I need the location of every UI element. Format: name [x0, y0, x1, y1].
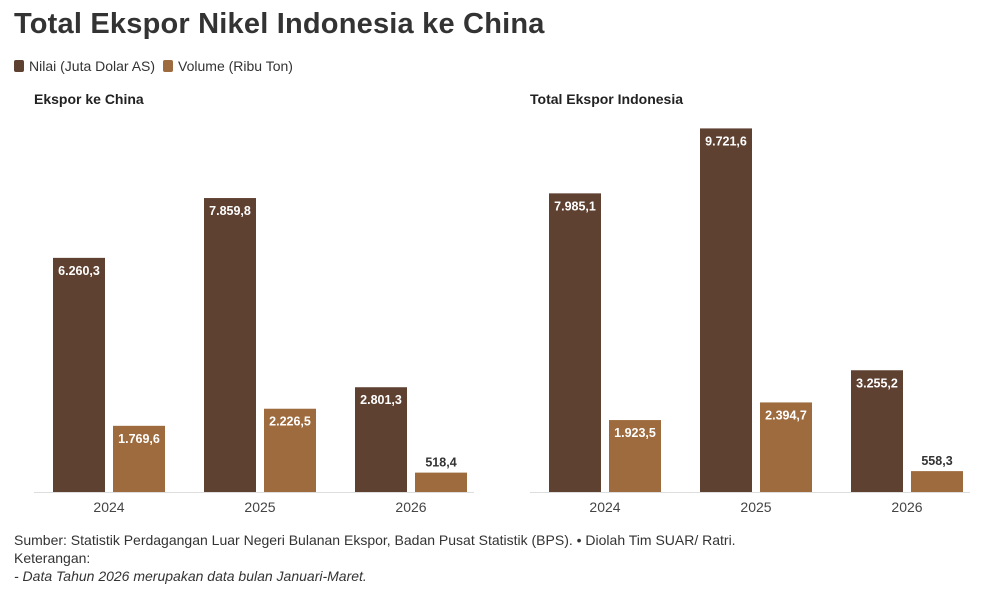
- x-tick-label-2024: 2024: [589, 499, 620, 515]
- legend-swatch-volume: [163, 60, 174, 72]
- data-label-volume-2025: 2.394,7: [765, 408, 807, 422]
- bar-nilai-2024[interactable]: [549, 193, 601, 493]
- legend-label-nilai: Nilai (Juta Dolar AS): [29, 58, 156, 74]
- data-label-volume-2026: 518,4: [425, 456, 456, 470]
- footer: Sumber: Statistik Perdagangan Luar Neger…: [14, 531, 736, 585]
- legend-item-volume[interactable]: Volume (Ribu Ton): [163, 58, 293, 74]
- data-label-volume-2025: 2.226,5: [269, 415, 311, 429]
- bar-volume-2025[interactable]: [760, 402, 812, 492]
- x-tick-label-2026: 2026: [891, 499, 922, 515]
- x-tick-label-2026: 2026: [395, 499, 426, 515]
- data-label-nilai-2025: 7.859,8: [209, 204, 251, 218]
- bar-nilai-2026[interactable]: [851, 370, 903, 492]
- data-label-volume-2026: 558,3: [921, 454, 952, 468]
- bar-nilai-2024[interactable]: [53, 257, 105, 492]
- bar-volume-2026[interactable]: [415, 472, 467, 492]
- x-tick-label-2025: 2025: [244, 499, 275, 515]
- bar-nilai-2026[interactable]: [355, 387, 407, 492]
- legend-label-volume: Volume (Ribu Ton): [178, 58, 293, 74]
- bar-nilai-2025[interactable]: [700, 128, 752, 492]
- bar-volume-2024[interactable]: [113, 425, 165, 492]
- bar-nilai-2025[interactable]: [204, 198, 256, 492]
- footnote-text: - Data Tahun 2026 merupakan data bulan J…: [14, 568, 367, 584]
- panel-title-china: Ekspor ke China: [34, 91, 144, 107]
- legend: Nilai (Juta Dolar AS) Volume (Ribu Ton): [14, 58, 301, 74]
- keterangan-label: Keterangan:: [14, 550, 91, 566]
- data-label-nilai-2026: 2.801,3: [360, 393, 402, 407]
- chart-title: Total Ekspor Nikel Indonesia ke China: [14, 8, 545, 40]
- data-label-nilai-2024: 7.985,1: [554, 199, 596, 213]
- data-label-volume-2024: 1.923,5: [614, 426, 656, 440]
- x-tick-label-2025: 2025: [740, 499, 771, 515]
- charts-canvas: 6.260,3 1.769,6 2024 7.859,8 2.226,5 2025 2.80…: [34, 128, 970, 515]
- data-label-volume-2024: 1.769,6: [118, 432, 160, 446]
- source-text: Sumber: Statistik Perdagangan Luar Neger…: [14, 532, 736, 548]
- data-label-nilai-2026: 3.255,2: [856, 376, 898, 390]
- legend-swatch-nilai: [14, 60, 24, 72]
- data-label-nilai-2025: 9.721,6: [705, 134, 747, 148]
- x-tick-label-2024: 2024: [93, 499, 124, 515]
- legend-item-nilai[interactable]: Nilai (Juta Dolar AS): [14, 58, 155, 74]
- bar-volume-2026[interactable]: [911, 471, 963, 492]
- bar-volume-2025[interactable]: [264, 408, 316, 492]
- panel-title-total: Total Ekspor Indonesia: [530, 91, 683, 107]
- data-label-nilai-2024: 6.260,3: [58, 264, 100, 278]
- bar-volume-2024[interactable]: [609, 420, 661, 492]
